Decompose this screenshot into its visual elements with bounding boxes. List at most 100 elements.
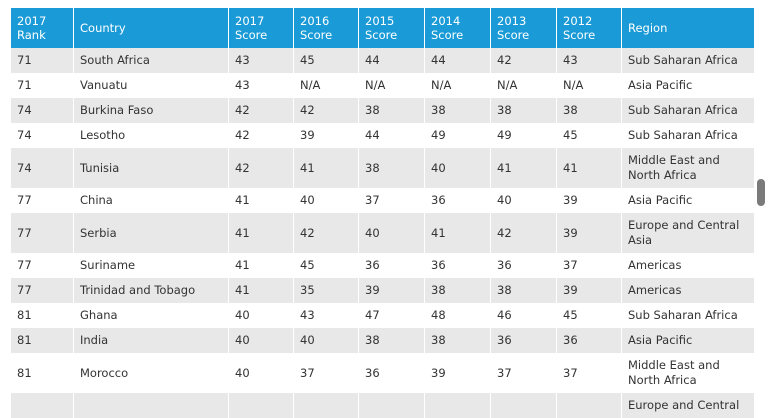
table-row: 74 Lesotho 42 39 44 49 49 45 Sub Saharan Africa xyxy=(10,123,755,148)
table-cell: 36 xyxy=(424,188,491,213)
table-row: 71 Vanuatu 43 N/A N/A N/A N/A N/A Asia Pacific xyxy=(10,73,755,98)
table-cell: 81 xyxy=(10,353,74,393)
table-cell: 37 xyxy=(556,353,622,393)
table-cell: N/A xyxy=(556,73,622,98)
table-cell: 41 xyxy=(490,148,557,188)
table-cell: 38 xyxy=(424,278,491,303)
scrollbar-thumb[interactable] xyxy=(757,179,765,206)
table-cell: 38 xyxy=(424,328,491,353)
table-cell: Serbia xyxy=(73,213,229,253)
column-header: 2014 Score xyxy=(424,8,491,48)
table-row: 74 Burkina Faso 42 42 38 38 38 38 Sub Saharan Af… xyxy=(10,98,755,123)
table-cell: 38 xyxy=(490,278,557,303)
table-row: 71 South Africa 43 45 44 44 42 43 Sub Saharan Af… xyxy=(10,48,755,73)
table-cell: 39 xyxy=(293,123,359,148)
table-cell xyxy=(10,393,74,418)
header-text: 2017 Rank xyxy=(17,14,47,42)
table-cell: Sub Saharan Africa xyxy=(621,98,755,123)
table-cell: 42 xyxy=(228,123,294,148)
table-cell: 38 xyxy=(424,98,491,123)
cell-text: Europe and Central xyxy=(628,398,740,412)
table-cell: 81 xyxy=(10,303,74,328)
table-cell: 43 xyxy=(228,73,294,98)
table-cell: Europe and Central xyxy=(621,393,755,418)
table-cell: 42 xyxy=(293,213,359,253)
table-row: 77 Suriname 41 45 36 36 36 37 Americas xyxy=(10,253,755,278)
table-cell: 35 xyxy=(293,278,359,303)
table-cell: 71 xyxy=(10,73,74,98)
column-header: 2013 Score xyxy=(490,8,557,48)
table-cell: Sub Saharan Africa xyxy=(621,48,755,73)
header-text: 2012 Score xyxy=(563,14,596,42)
table-cell xyxy=(424,393,491,418)
table-cell: 37 xyxy=(358,188,425,213)
table-cell: 39 xyxy=(556,278,622,303)
table-cell: 36 xyxy=(358,253,425,278)
table-cell: 41 xyxy=(424,213,491,253)
table-cell: 74 xyxy=(10,123,74,148)
table-row: 77 Serbia 41 42 40 41 42 39 Europe and Central A… xyxy=(10,213,755,253)
table-cell: 38 xyxy=(358,148,425,188)
table-row: 74 Tunisia 42 41 38 40 41 41 Middle East and Nor… xyxy=(10,148,755,188)
table-cell: 40 xyxy=(424,148,491,188)
table-cell: N/A xyxy=(490,73,557,98)
table-cell: 37 xyxy=(490,353,557,393)
table-cell: South Africa xyxy=(73,48,229,73)
column-header: 2015 Score xyxy=(358,8,425,48)
header-text: 2017 Score xyxy=(235,14,268,42)
table-cell: 43 xyxy=(556,48,622,73)
table-cell: 48 xyxy=(424,303,491,328)
column-header: 2017 Rank xyxy=(10,8,74,48)
header-text: 2013 Score xyxy=(497,14,530,42)
column-header: 2012 Score xyxy=(556,8,622,48)
table-cell: 45 xyxy=(293,48,359,73)
table-cell: 49 xyxy=(424,123,491,148)
table-cell: 74 xyxy=(10,98,74,123)
score-table: 2017 Rank Country 2017 Score 2016 Score 2015… xyxy=(10,8,755,418)
table-cell: 41 xyxy=(556,148,622,188)
column-header: Country xyxy=(73,8,229,48)
table-cell: Asia Pacific xyxy=(621,328,755,353)
table-cell: 39 xyxy=(556,213,622,253)
table-cell: 36 xyxy=(490,253,557,278)
table-cell: Asia Pacific xyxy=(621,188,755,213)
table-cell: Ghana xyxy=(73,303,229,328)
table-row: 81 India 40 40 38 38 36 36 Asia Pacific xyxy=(10,328,755,353)
table-cell xyxy=(293,393,359,418)
table-cell: Tunisia xyxy=(73,148,229,188)
table-cell: 39 xyxy=(358,278,425,303)
table-cell: 41 xyxy=(293,148,359,188)
table-cell: 40 xyxy=(228,353,294,393)
table-cell: India xyxy=(73,328,229,353)
table-cell: N/A xyxy=(424,73,491,98)
table-cell: Sub Saharan Africa xyxy=(621,123,755,148)
table-cell: 41 xyxy=(228,253,294,278)
table-cell: 41 xyxy=(228,213,294,253)
table-cell: 40 xyxy=(358,213,425,253)
table-cell: China xyxy=(73,188,229,213)
table-row: Europe and Central xyxy=(10,393,755,418)
table-container: 2017 Rank Country 2017 Score 2016 Score 2015… xyxy=(10,8,755,418)
table-cell: 39 xyxy=(424,353,491,393)
table-cell: 71 xyxy=(10,48,74,73)
table-cell xyxy=(228,393,294,418)
header-text: 2016 Score xyxy=(300,14,333,42)
table-cell: 45 xyxy=(556,123,622,148)
table-cell: Middle East and North Africa xyxy=(621,148,755,188)
table-cell: N/A xyxy=(358,73,425,98)
table-cell xyxy=(358,393,425,418)
table-cell: 77 xyxy=(10,213,74,253)
table-cell: 42 xyxy=(228,98,294,123)
table-cell: 36 xyxy=(424,253,491,278)
table-cell: 42 xyxy=(490,48,557,73)
table-cell: 40 xyxy=(228,328,294,353)
table-cell: 38 xyxy=(358,98,425,123)
table-cell: 40 xyxy=(490,188,557,213)
table-cell: 40 xyxy=(293,188,359,213)
table-cell: 37 xyxy=(556,253,622,278)
table-row: 81 Ghana 40 43 47 48 46 45 Sub Saharan Africa xyxy=(10,303,755,328)
table-cell: 45 xyxy=(556,303,622,328)
header-text: 2015 Score xyxy=(365,14,398,42)
table-cell: 38 xyxy=(358,328,425,353)
